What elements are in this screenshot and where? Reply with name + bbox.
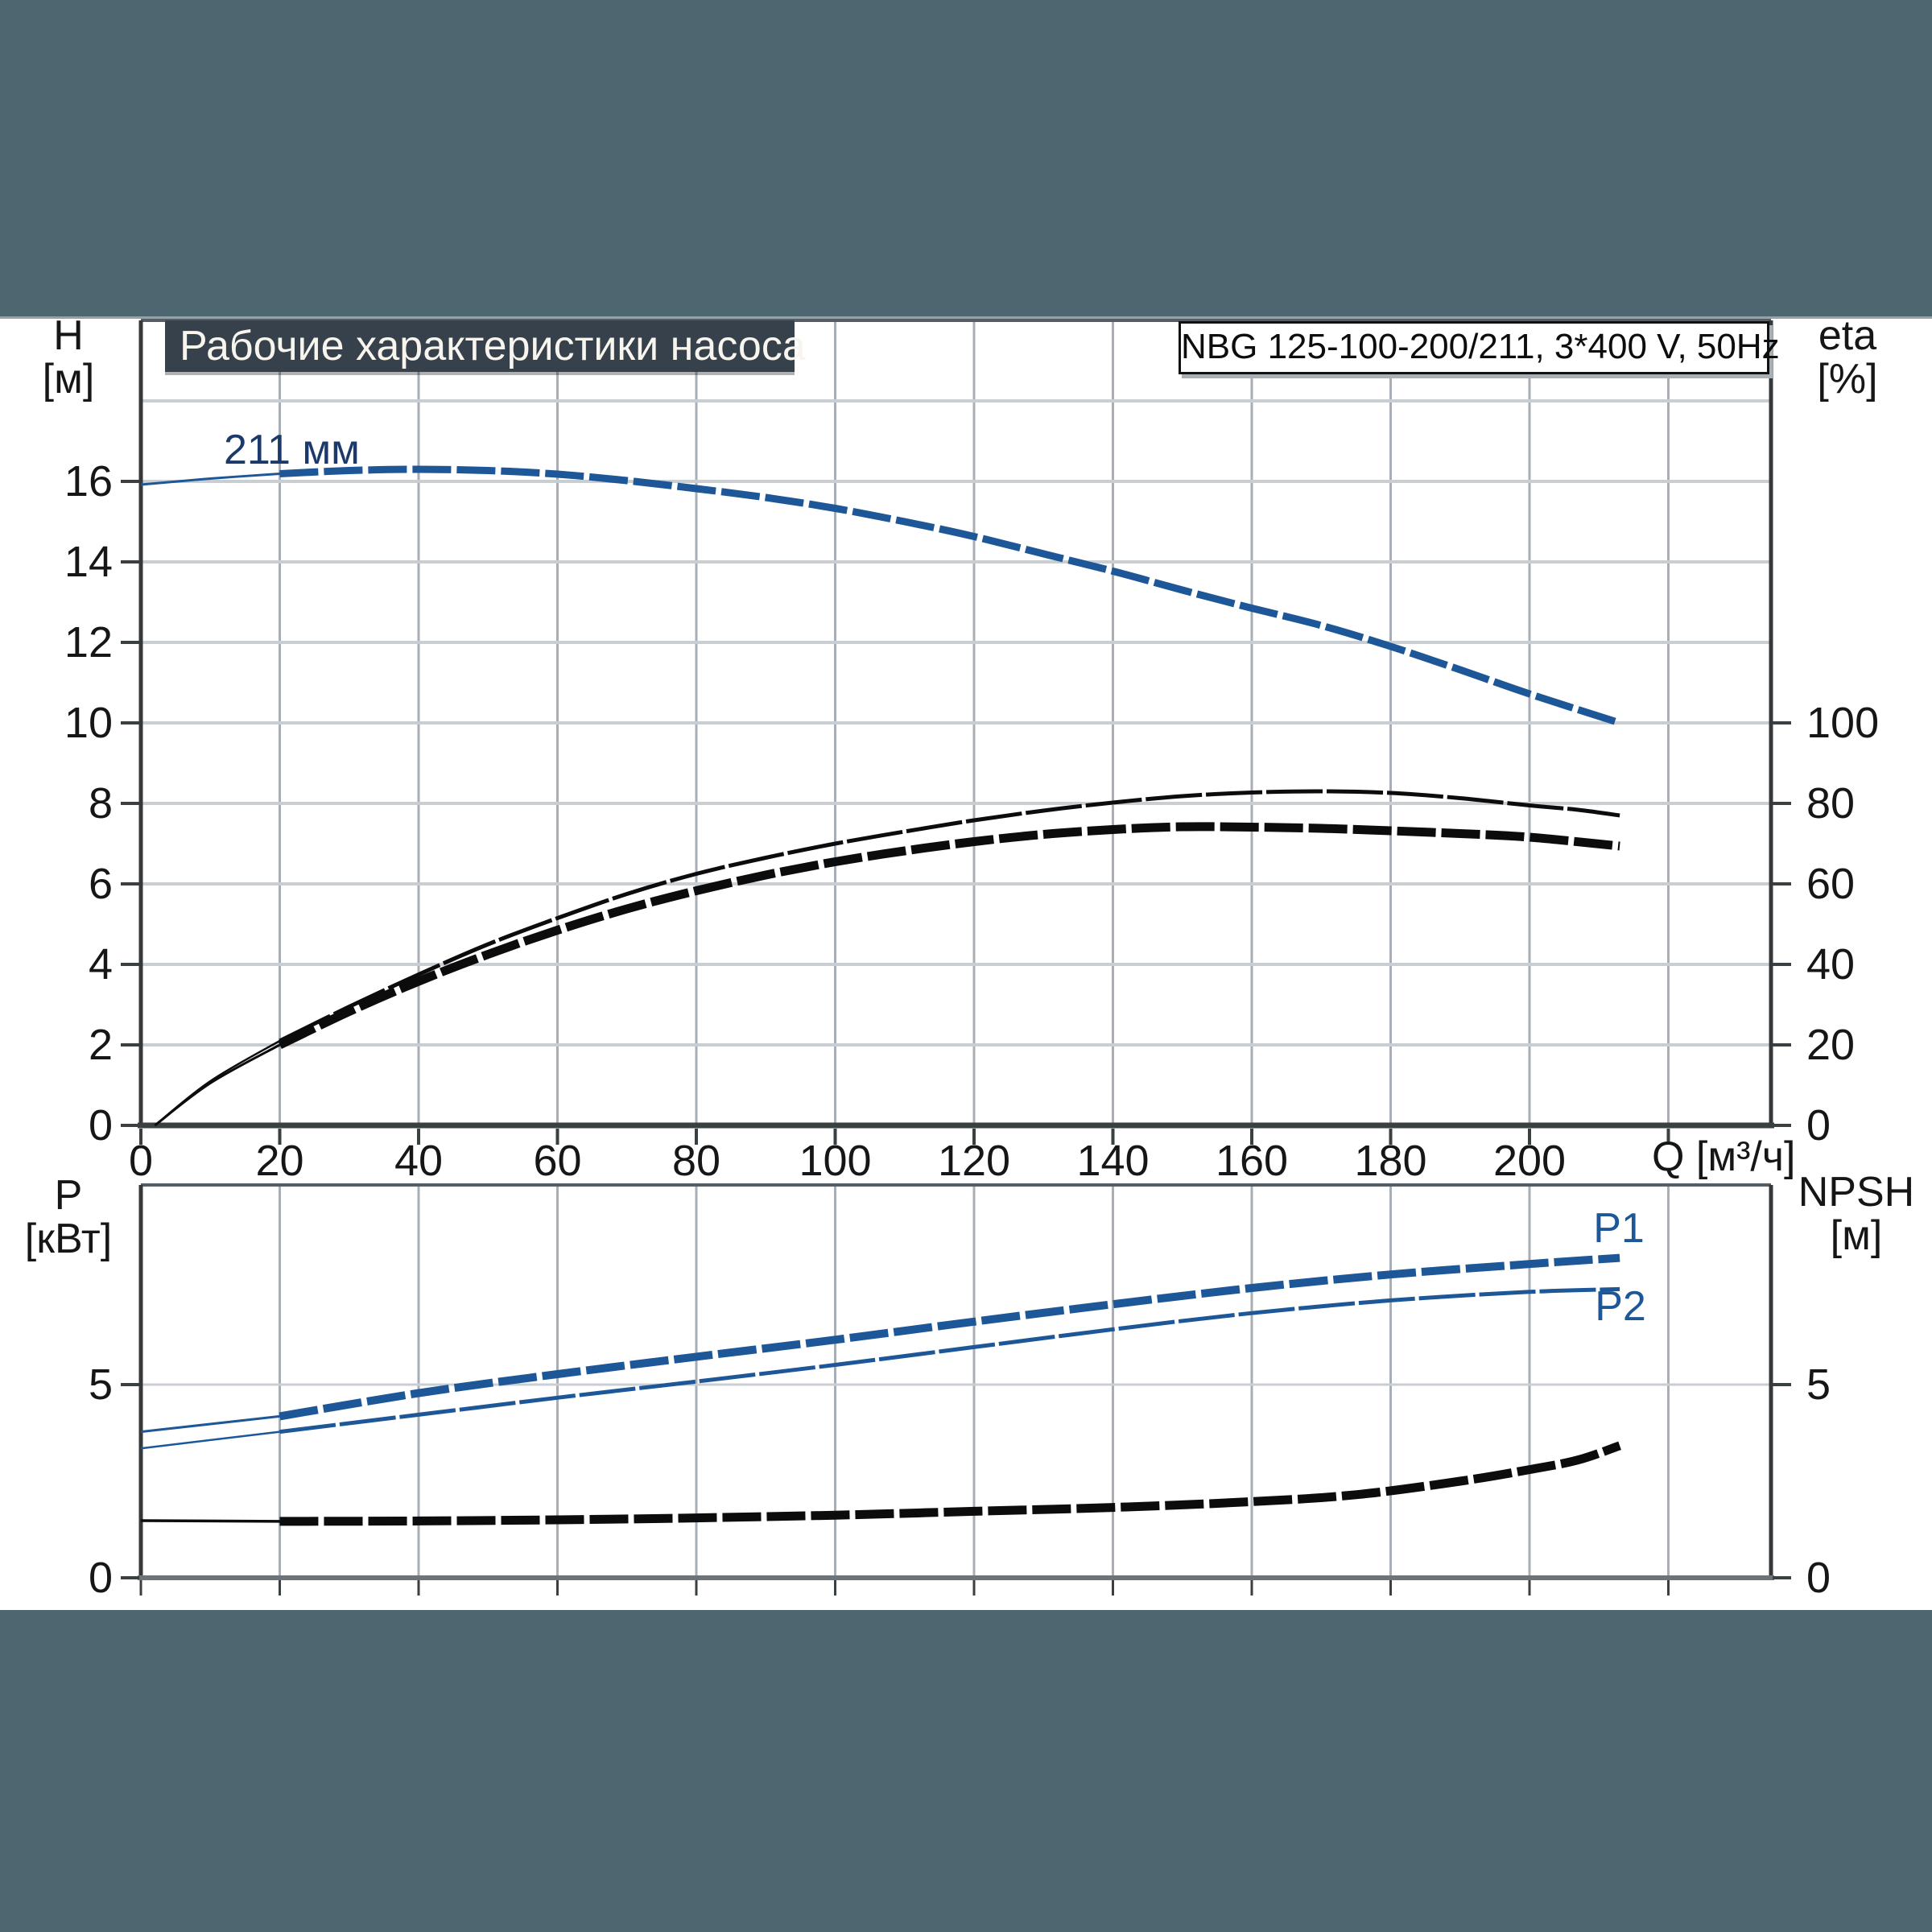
panel-top-edge [0,316,1932,319]
eta-axis-symbol: eta [1818,312,1877,359]
q-axis-unit: Q [м³/ч] [1652,1133,1796,1180]
svg-text:14: 14 [64,538,113,586]
svg-text:160: 160 [1216,1137,1288,1185]
svg-text:5: 5 [89,1360,113,1409]
svg-text:180: 180 [1354,1137,1426,1185]
svg-text:80: 80 [672,1137,720,1185]
svg-text:0: 0 [1806,1101,1831,1150]
svg-text:80: 80 [1806,779,1855,828]
svg-text:5: 5 [1806,1360,1831,1409]
svg-text:200: 200 [1493,1137,1566,1185]
svg-text:8: 8 [89,779,113,828]
impeller-size-label: 211 мм [224,427,360,473]
h-axis-unit: [м] [42,356,95,402]
svg-text:2: 2 [89,1021,113,1069]
svg-text:40: 40 [394,1137,443,1185]
svg-text:16: 16 [64,457,113,506]
svg-text:0: 0 [89,1101,113,1150]
svg-text:0: 0 [89,1554,113,1602]
p1-curve-label: P1 [1593,1205,1645,1252]
svg-text:0: 0 [129,1137,153,1185]
h-axis-symbol: H [53,312,84,359]
svg-text:100: 100 [1806,699,1879,747]
svg-text:10: 10 [64,699,113,747]
svg-text:0: 0 [1806,1554,1831,1602]
svg-text:12: 12 [64,618,113,667]
npsh-axis-unit: [м] [1830,1212,1883,1259]
eta-axis-unit: [%] [1817,356,1878,402]
p-axis-symbol: P [54,1172,83,1219]
p-axis-unit: [кВт] [24,1216,113,1262]
svg-text:60: 60 [533,1137,581,1185]
bottom-chart: 0 5 0 5 [89,1183,1831,1602]
svg-text:40: 40 [1806,940,1855,989]
chart-title: Рабочие характеристики насоса [165,320,806,372]
svg-text:140: 140 [1076,1137,1149,1185]
svg-text:120: 120 [938,1137,1010,1185]
npsh-axis-symbol: NPSH [1798,1169,1915,1216]
p2-curve-label: P2 [1595,1283,1646,1330]
svg-text:4: 4 [89,940,113,989]
pump-model-badge: NBG 125-100-200/211, 3*400 V, 50Hz [1179,321,1780,374]
svg-text:6: 6 [89,860,113,908]
svg-text:20: 20 [1806,1021,1855,1069]
svg-text:100: 100 [799,1137,871,1185]
svg-text:60: 60 [1806,860,1855,908]
svg-text:20: 20 [255,1137,303,1185]
